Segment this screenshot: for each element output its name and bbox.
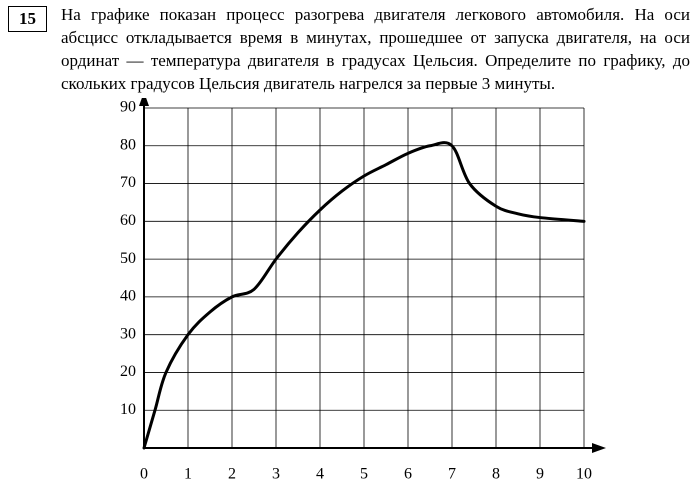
svg-text:4: 4 — [316, 465, 324, 482]
svg-text:9: 9 — [536, 465, 544, 482]
header: 15 На графике показан процесс разогрева … — [8, 4, 690, 96]
svg-text:40: 40 — [120, 287, 136, 304]
question-number-box: 15 — [8, 6, 47, 32]
svg-text:90: 90 — [120, 98, 136, 115]
page: 15 На графике показан процесс разогрева … — [0, 0, 696, 501]
svg-text:7: 7 — [448, 465, 456, 482]
svg-text:3: 3 — [272, 465, 280, 482]
problem-text: На графике показан процесс разогрева дви… — [61, 4, 690, 96]
chart-axis-labels: 0 1 2 3 4 5 6 7 8 9 10 10 20 30 40 50 60 70 80 90 — [120, 98, 592, 482]
svg-text:20: 20 — [120, 363, 136, 380]
svg-text:60: 60 — [120, 212, 136, 229]
engine-heating-chart: 0 1 2 3 4 5 6 7 8 9 10 10 20 30 40 50 60 70 80 90 — [84, 98, 614, 488]
svg-text:10: 10 — [576, 465, 592, 482]
svg-text:10: 10 — [120, 401, 136, 418]
question-number: 15 — [19, 9, 36, 28]
svg-text:6: 6 — [404, 465, 412, 482]
chart-grid — [144, 108, 584, 448]
svg-text:8: 8 — [492, 465, 500, 482]
svg-text:1: 1 — [184, 465, 192, 482]
svg-text:70: 70 — [120, 174, 136, 191]
svg-text:0: 0 — [140, 465, 148, 482]
svg-text:80: 80 — [120, 136, 136, 153]
chart-axes — [139, 98, 606, 453]
svg-text:30: 30 — [120, 325, 136, 342]
chart-container: 0 1 2 3 4 5 6 7 8 9 10 10 20 30 40 50 60 70 80 90 — [8, 98, 690, 488]
svg-text:50: 50 — [120, 250, 136, 267]
svg-text:2: 2 — [228, 465, 236, 482]
svg-text:5: 5 — [360, 465, 368, 482]
